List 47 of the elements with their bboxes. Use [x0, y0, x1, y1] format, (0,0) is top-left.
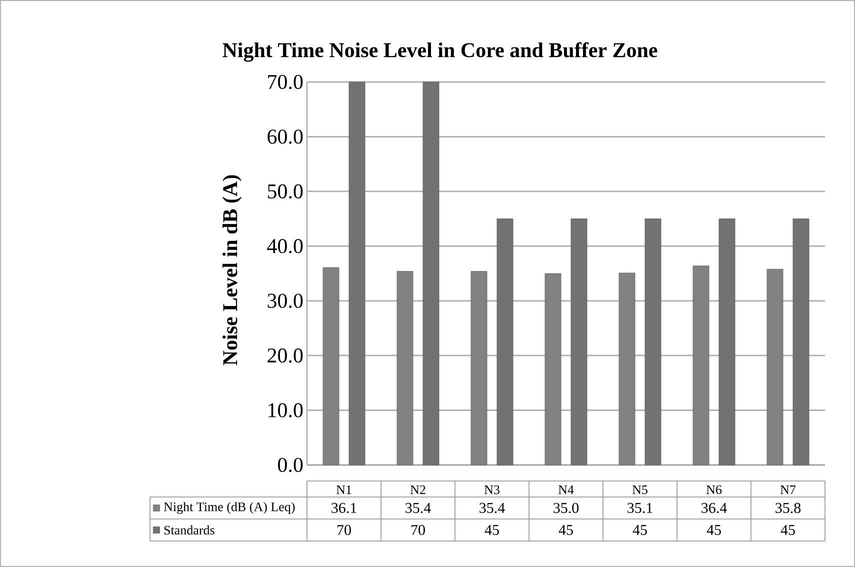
y-tick-label: 0.0 — [278, 458, 303, 472]
bar — [422, 82, 440, 466]
x-tick-label: N7 — [780, 485, 796, 494]
data-label: 36.4 — [702, 502, 727, 514]
data-label: 45 — [558, 524, 573, 535]
chart-title: Night Time Noise Level in Core and Buffer Zone — [222, 42, 658, 62]
bar — [792, 218, 810, 466]
y-axis-title: Noise Level in dB (A) — [222, 175, 242, 366]
y-tick-label: 40.0 — [267, 239, 303, 254]
data-label: 45 — [632, 524, 647, 535]
data-label: 35.4 — [480, 502, 505, 514]
bar — [644, 218, 662, 466]
bar — [496, 218, 514, 466]
y-tick-label: 10.0 — [268, 403, 303, 418]
bar — [570, 218, 588, 466]
bar — [692, 266, 710, 466]
y-tick-label: 60.0 — [268, 130, 303, 144]
data-label: 70 — [337, 524, 351, 536]
x-tick-label: N3 — [484, 485, 500, 494]
x-tick-label: N2 — [410, 485, 426, 494]
x-tick-label: N4 — [558, 485, 574, 494]
data-label: 70 — [411, 524, 425, 536]
data-label: 45 — [706, 524, 721, 535]
legend-label: Night Time (dB (A) Leq) — [164, 502, 295, 514]
y-tick-label: 30.0 — [268, 294, 303, 308]
y-tick-label: 50.0 — [268, 184, 303, 199]
x-tick-label: N5 — [632, 485, 648, 494]
bar — [470, 271, 488, 466]
legend-label: Standards — [164, 525, 214, 535]
data-label: 35.0 — [554, 502, 579, 514]
data-label: 45 — [780, 524, 795, 535]
y-tick-label: 70.0 — [268, 74, 303, 90]
data-label: 35.8 — [776, 502, 801, 514]
data-label: 35.1 — [628, 502, 652, 514]
data-label: 45 — [484, 524, 499, 535]
bar — [322, 267, 340, 466]
x-tick-label: N6 — [706, 485, 722, 494]
data-label: 35.4 — [406, 502, 431, 514]
bar — [718, 218, 736, 466]
bar — [766, 268, 784, 466]
bar — [544, 273, 562, 466]
x-tick-label: N1 — [336, 485, 352, 494]
bar — [396, 271, 414, 466]
bar — [618, 272, 636, 466]
bar — [348, 82, 366, 466]
data-label: 36.1 — [332, 502, 356, 514]
y-tick-label: 20.0 — [268, 348, 303, 363]
